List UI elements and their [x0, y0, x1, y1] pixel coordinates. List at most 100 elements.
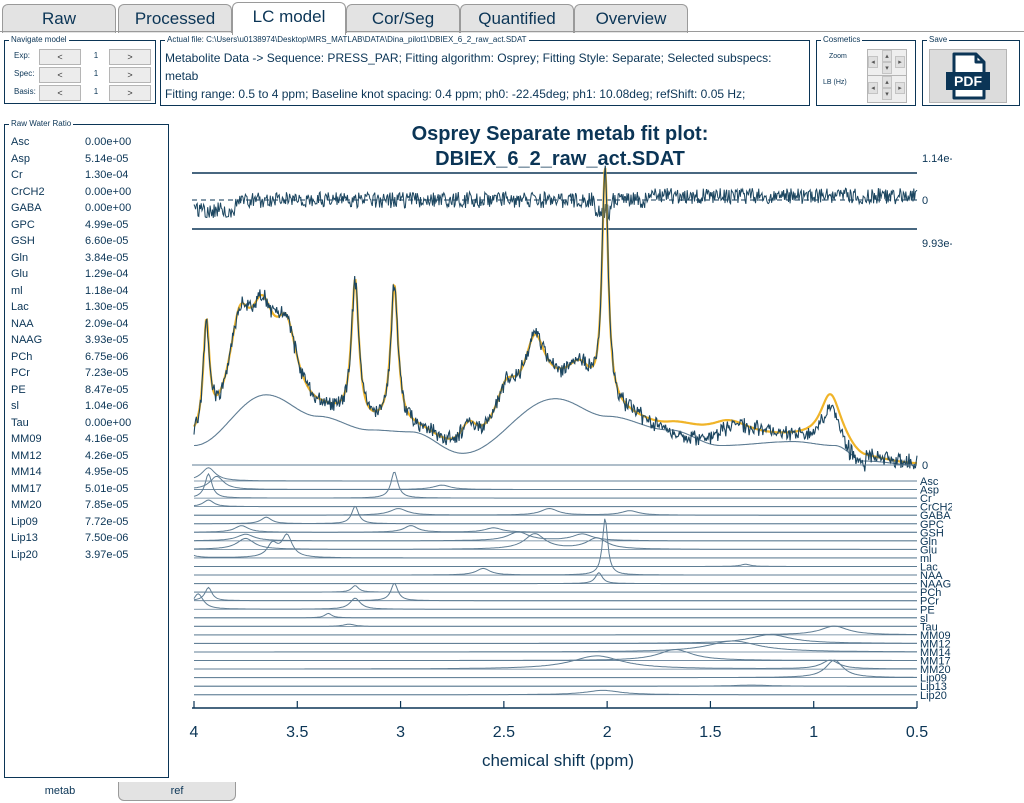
- component-label-pe: PE: [920, 604, 935, 616]
- ratio-row-lip20: Lip20 3.97e-05: [5, 547, 155, 564]
- spec-value: 1: [93, 69, 99, 78]
- ratio-row-gsh: GSH 6.60e-05: [5, 233, 155, 250]
- plot-title: Osprey Separate metab fit plot:: [412, 123, 709, 145]
- component-label-tau: Tau: [920, 621, 938, 633]
- ratio-name: GABA: [11, 202, 42, 214]
- ratio-value: 4.99e-05: [85, 218, 129, 231]
- ratio-value: 8.47e-05: [85, 383, 129, 396]
- pdf-label: PDF: [954, 73, 982, 89]
- lb-down-arrow-icon[interactable]: ▾: [882, 88, 892, 100]
- lb-stepper[interactable]: ◂ ▴ ▾ ▸: [867, 75, 907, 103]
- lb-up-arrow-icon[interactable]: ▴: [882, 76, 892, 88]
- exp-next-button[interactable]: >: [109, 49, 151, 65]
- component-label-asc: Asc: [920, 476, 939, 488]
- actual-file-panel: Actual file: C:\Users\u0138974\Desktop\M…: [160, 35, 810, 106]
- ratio-value: 5.01e-05: [85, 482, 129, 495]
- ratio-name: sl: [11, 400, 19, 412]
- ratio-row-mm12: MM12 4.26e-05: [5, 448, 155, 465]
- zoom-stepper[interactable]: ◂ ▴ ▾ ▸: [867, 49, 907, 77]
- basis-label: Basis:: [14, 87, 36, 96]
- tab-baseline: [0, 31, 1024, 32]
- component-label-crch2: CrCH2: [920, 502, 952, 514]
- residual-trace: [193, 187, 918, 222]
- tab-overview[interactable]: Overview: [574, 4, 688, 33]
- x-tick-label: 1: [809, 724, 818, 741]
- component-label-glu: Glu: [920, 544, 937, 556]
- component-trace-gln: [194, 531, 917, 542]
- zoom-down-arrow-icon[interactable]: ▾: [882, 62, 892, 74]
- exp-prev-button[interactable]: <: [39, 49, 81, 65]
- ratio-value: 1.30e-04: [85, 169, 129, 181]
- component-trace-naag: [194, 571, 917, 585]
- tab-quantified[interactable]: Quantified: [460, 4, 574, 33]
- component-label-gsh: GSH: [920, 527, 944, 539]
- component-label-naa: NAA: [920, 570, 943, 582]
- component-trace-naa: [194, 518, 917, 576]
- ratio-name: GPC: [11, 218, 35, 231]
- component-label-lip09: Lip09: [920, 673, 947, 685]
- ratio-value: 3.84e-05: [85, 251, 129, 264]
- zoom-up-arrow-icon[interactable]: ▴: [882, 50, 892, 62]
- component-trace-mm12: [194, 634, 917, 644]
- zoom-right-arrow-icon[interactable]: ▸: [895, 56, 905, 68]
- basis-next-button[interactable]: >: [109, 85, 151, 101]
- component-label-lip20: Lip20: [920, 690, 947, 702]
- residual-top-label: 1.14e-01: [922, 153, 952, 165]
- component-trace-pcr: [193, 582, 917, 602]
- lb-left-arrow-icon[interactable]: ◂: [868, 82, 878, 94]
- ratio-row-glu: Glu 1.29e-04: [5, 266, 155, 283]
- spec-next-button[interactable]: >: [109, 67, 151, 83]
- ratio-row-mm14: MM14 4.95e-05: [5, 464, 155, 481]
- ratio-value: 4.95e-05: [85, 466, 129, 478]
- component-label-gln: Gln: [920, 536, 937, 548]
- ratio-value: 4.26e-05: [85, 449, 129, 462]
- fit-trace: [193, 167, 917, 465]
- tab-metab[interactable]: metab: [44, 785, 76, 797]
- zoom-left-arrow-icon[interactable]: ◂: [868, 56, 878, 68]
- x-axis-ticks: 4 3.5 3 2.5 2 1.5 1 0.5: [190, 701, 928, 741]
- tab-raw[interactable]: Raw: [2, 4, 116, 33]
- ratio-name: Asp: [11, 152, 30, 165]
- component-trace-crch2: [193, 499, 917, 508]
- ratio-name: NAA: [11, 317, 34, 330]
- component-trace-lac: [194, 563, 917, 567]
- ratio-row-gpc: GPC 4.99e-05: [5, 217, 155, 234]
- ratio-row-gln: Gln 3.84e-05: [5, 250, 155, 267]
- save-panel: Save PDF: [922, 35, 1020, 106]
- lb-right-arrow-icon[interactable]: ▸: [895, 82, 905, 94]
- component-trace-lip13: [194, 684, 917, 687]
- ratio-name: Lip09: [11, 515, 38, 528]
- raw-water-ratio-panel: Raw Water Ratio Asc 0.00e+00 Asp 5.14e-05 Cr…: [4, 119, 169, 778]
- component-label-mm09: MM09: [920, 630, 951, 642]
- ratio-name: Tau: [11, 416, 29, 429]
- component-trace-ml: [193, 533, 917, 559]
- spectrum-zero-label: 0: [922, 460, 928, 472]
- component-label-mm12: MM12: [920, 638, 951, 650]
- spec-prev-button[interactable]: <: [39, 67, 81, 83]
- ratio-name: MM20: [11, 499, 42, 511]
- tab-lc-model[interactable]: LC model: [232, 2, 346, 35]
- component-label-gaba: GABA: [920, 510, 951, 522]
- x-tick-label: 1.5: [699, 724, 721, 741]
- tab-processed[interactable]: Processed: [118, 4, 232, 33]
- main-tab-bar: Raw Processed LC model Cor/Seg Quantifie…: [2, 2, 702, 35]
- x-tick-label: 2: [603, 724, 612, 741]
- fitting-range-line: Fitting range: 0.5 to 4 ppm; Baseline kn…: [165, 87, 746, 101]
- component-trace-mm09: [194, 625, 918, 636]
- tab-ref[interactable]: ref: [118, 782, 236, 801]
- component-trace-pe: [193, 593, 917, 610]
- ratio-value: 2.09e-04: [85, 317, 129, 330]
- ratio-row-mm09: MM09 4.16e-05: [5, 431, 155, 448]
- tab-cor-seg[interactable]: Cor/Seg: [346, 4, 460, 33]
- x-tick-label: 0.5: [906, 724, 928, 741]
- component-trace-asc: [193, 467, 917, 482]
- x-axis-label: chemical shift (ppm): [482, 751, 634, 770]
- save-pdf-button[interactable]: PDF: [929, 49, 1007, 103]
- spec-label: Spec:: [14, 69, 35, 78]
- ratio-value: 6.60e-05: [85, 235, 129, 247]
- component-label-pcr: PCr: [920, 596, 939, 608]
- ratio-name: GSH: [11, 235, 35, 247]
- basis-prev-button[interactable]: <: [39, 85, 81, 101]
- component-trace-pch: [194, 585, 917, 593]
- ratio-value: 1.30e-05: [85, 301, 129, 313]
